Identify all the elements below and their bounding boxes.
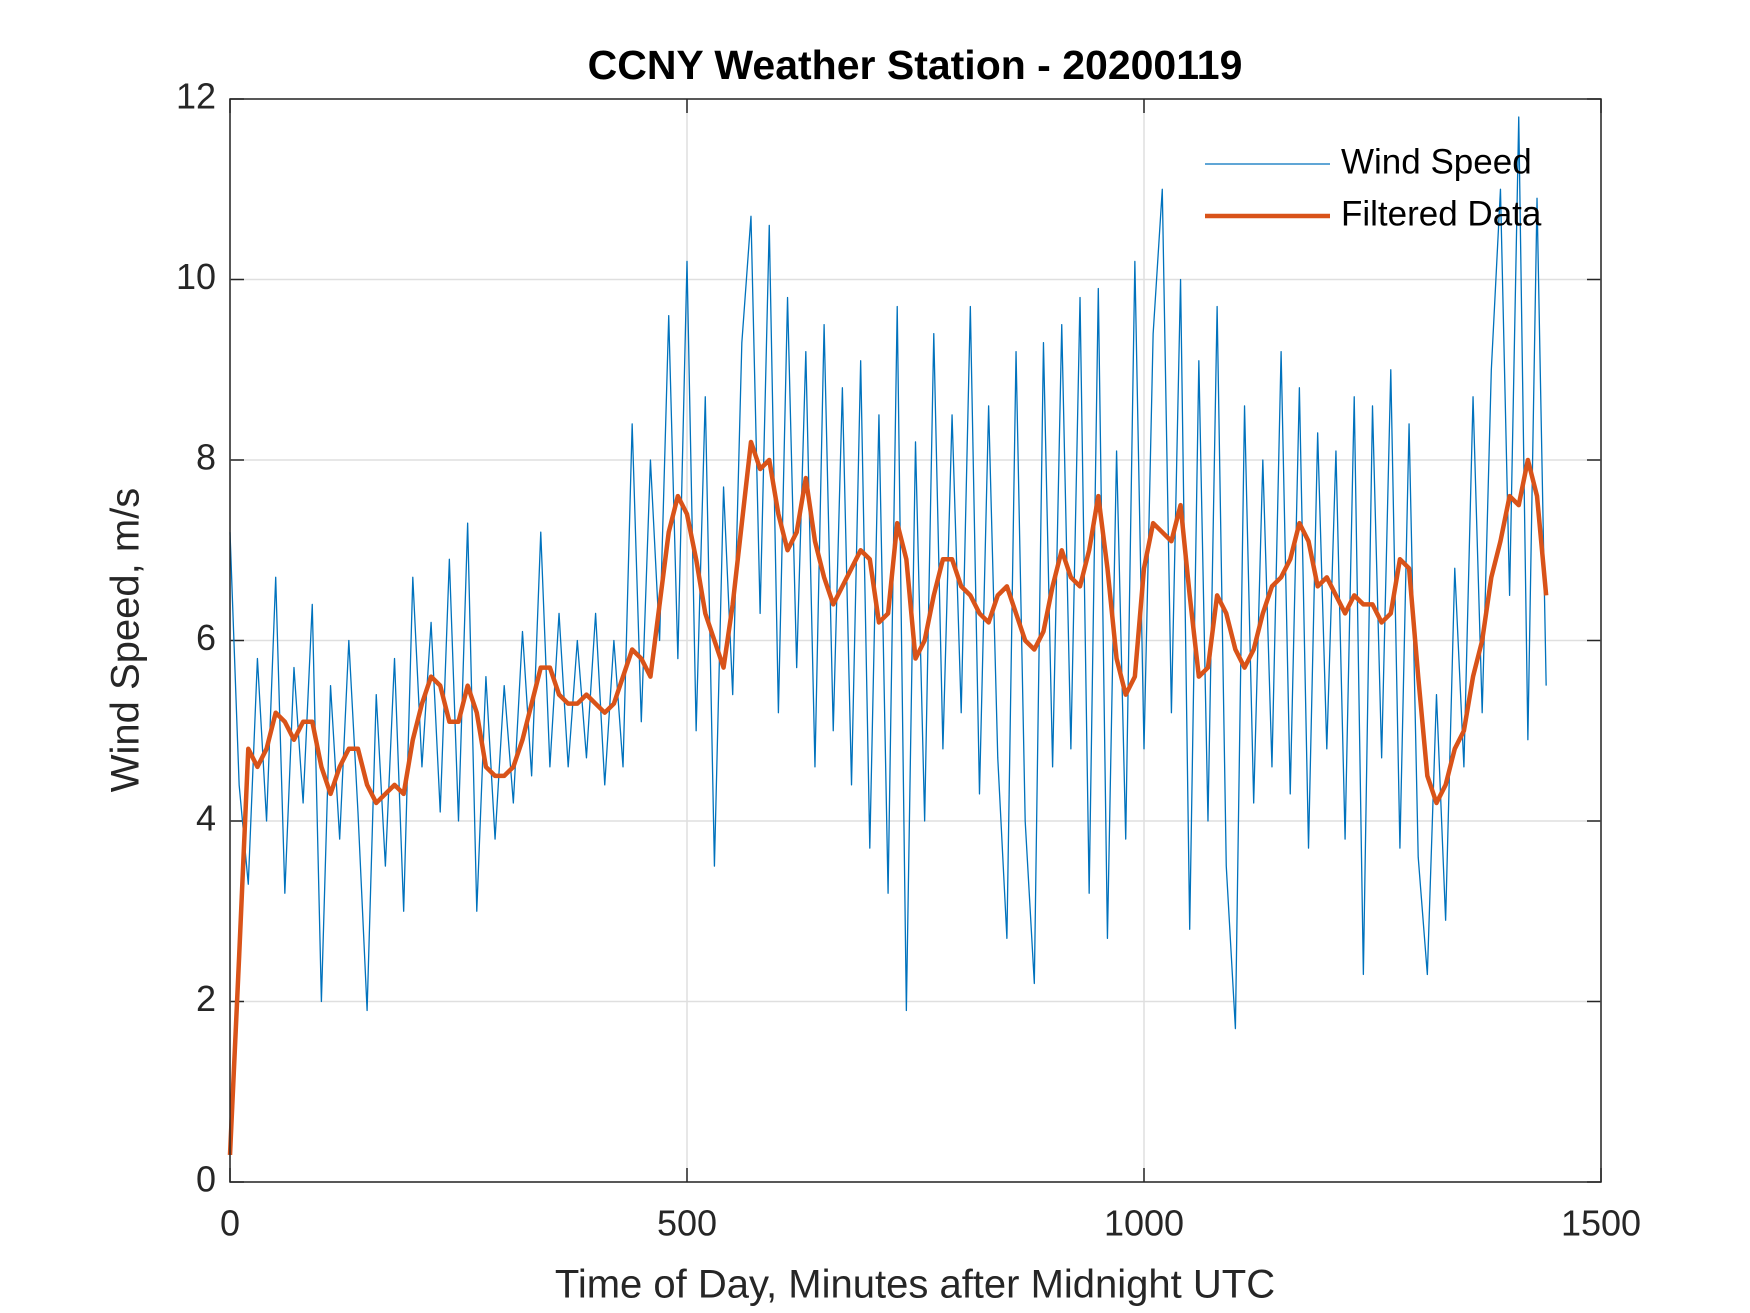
x-tick-label: 1000 (1104, 1203, 1184, 1244)
x-tick-label: 500 (657, 1203, 717, 1244)
y-tick-label: 0 (196, 1159, 216, 1200)
y-tick-label: 2 (196, 978, 216, 1019)
chart-title: CCNY Weather Station - 20200119 (588, 42, 1243, 88)
y-tick-label: 10 (176, 256, 216, 297)
y-axis-label: Wind Speed, m/s (104, 488, 148, 793)
legend-label: Filtered Data (1341, 194, 1542, 233)
x-tick-label: 0 (220, 1203, 240, 1244)
y-tick-label: 6 (196, 617, 216, 658)
legend-label: Wind Speed (1341, 142, 1532, 181)
y-tick-label: 12 (176, 76, 216, 117)
data-line (227, 439, 1549, 1156)
data-line (229, 116, 1547, 1030)
y-tick-label: 8 (196, 437, 216, 478)
plot-frame (229, 98, 1602, 1183)
x-axis-label: Time of Day, Minutes after Midnight UTC (555, 1263, 1275, 1307)
y-tick-label: 4 (196, 798, 216, 839)
x-tick-label: 1500 (1561, 1203, 1641, 1244)
